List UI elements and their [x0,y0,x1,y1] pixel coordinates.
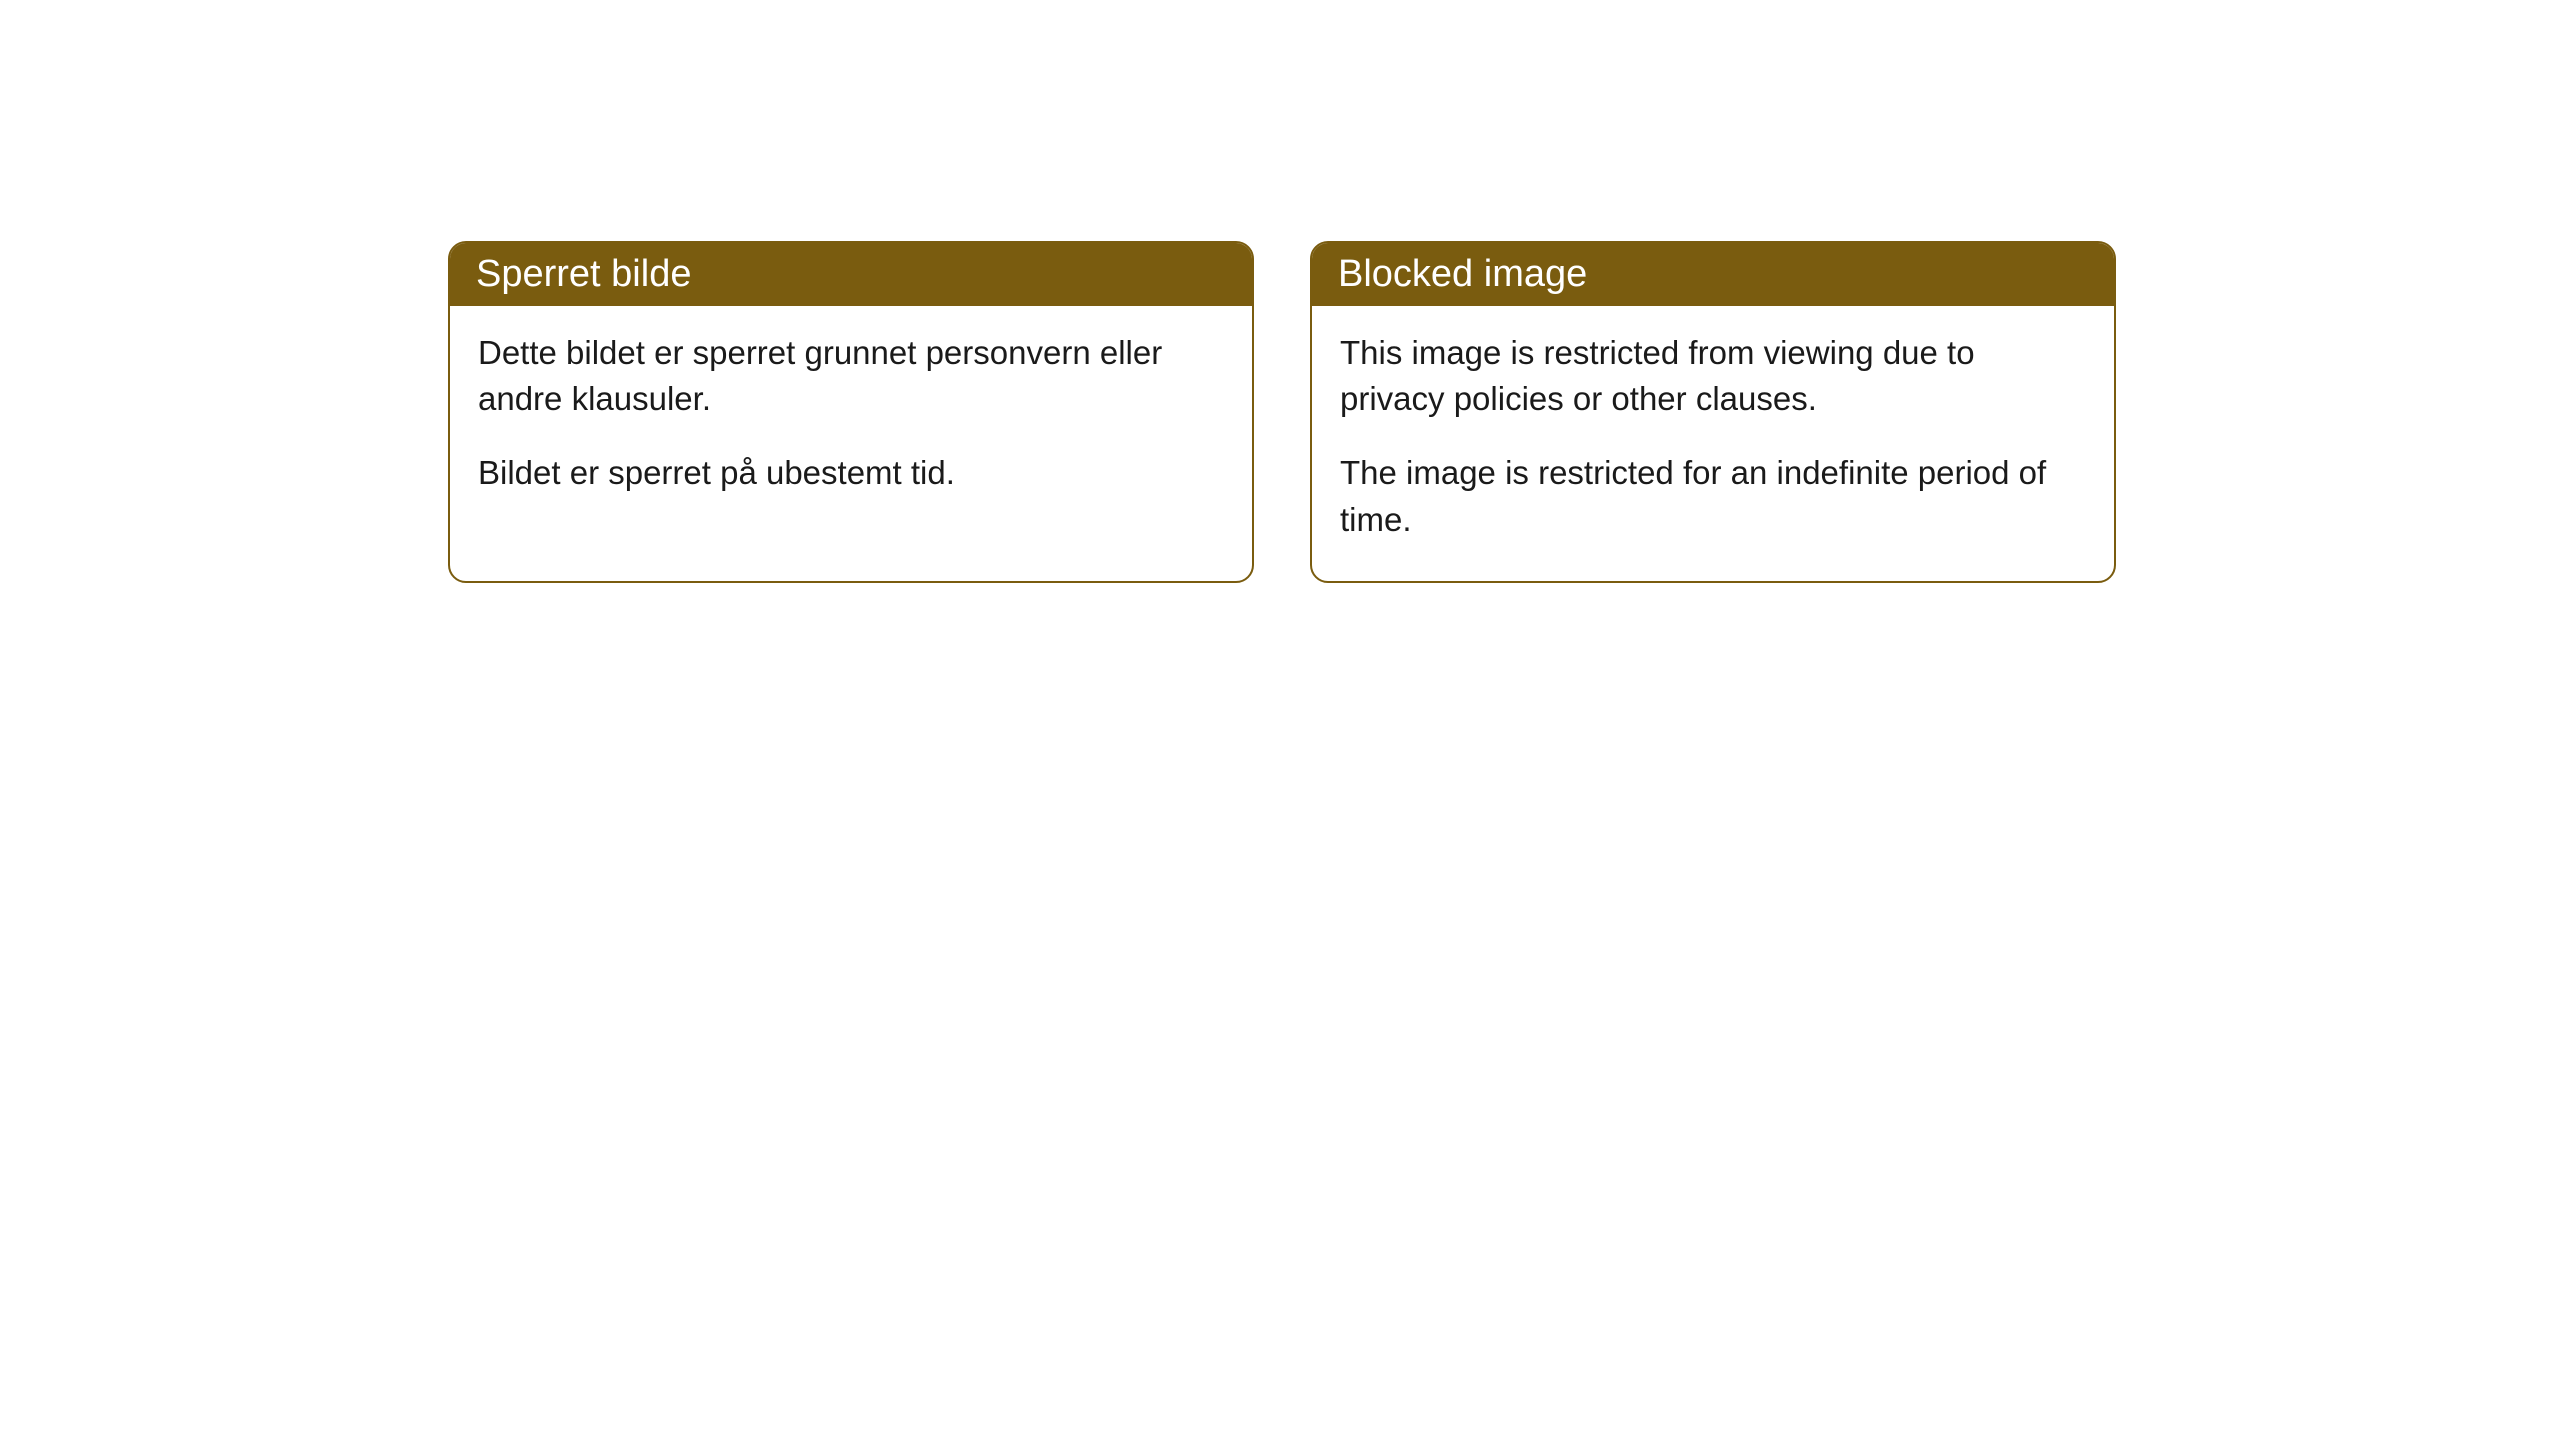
card-paragraph-2: Bildet er sperret på ubestemt tid. [478,450,1224,496]
blocked-image-card-norwegian: Sperret bilde Dette bildet er sperret gr… [448,241,1254,583]
card-body-norwegian: Dette bildet er sperret grunnet personve… [450,306,1252,535]
card-header-norwegian: Sperret bilde [450,243,1252,306]
cards-container: Sperret bilde Dette bildet er sperret gr… [448,241,2116,583]
card-header-english: Blocked image [1312,243,2114,306]
card-paragraph-2: The image is restricted for an indefinit… [1340,450,2086,542]
blocked-image-card-english: Blocked image This image is restricted f… [1310,241,2116,583]
card-body-english: This image is restricted from viewing du… [1312,306,2114,581]
card-paragraph-1: This image is restricted from viewing du… [1340,330,2086,422]
card-paragraph-1: Dette bildet er sperret grunnet personve… [478,330,1224,422]
